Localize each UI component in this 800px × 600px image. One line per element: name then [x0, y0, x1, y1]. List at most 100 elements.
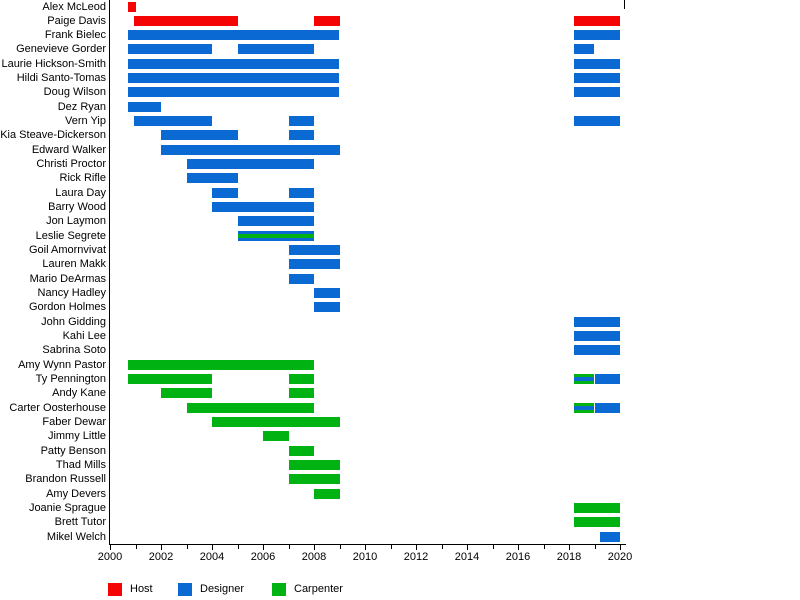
x-major-tick [263, 545, 264, 550]
row-label: Mikel Welch [46, 530, 106, 543]
timeline-bar-designer [237, 44, 314, 55]
bottom-spine [109, 544, 626, 545]
timeline-bar-host [128, 1, 136, 12]
timeline-bar-carpenter [263, 431, 289, 442]
row-label: Kahi Lee [62, 330, 106, 343]
timeline-bar-carpenter [288, 374, 314, 385]
row-label: Alex McLeod [42, 0, 106, 13]
row-label: Vern Yip [65, 115, 106, 128]
x-minor-tick [595, 545, 596, 549]
timeline-bar-designer [314, 302, 340, 313]
x-minor-tick [544, 545, 545, 549]
row-label: Genevieve Gorder [16, 43, 106, 56]
bar-stripe-designer [574, 377, 595, 382]
legend-label-host: Host [130, 583, 153, 595]
timeline-bar-carpenter [314, 488, 340, 499]
timeline-bar-designer [574, 116, 620, 127]
row-label: Christi Proctor [36, 158, 106, 171]
timeline-bar-designer [186, 173, 238, 184]
x-major-tick [365, 545, 366, 550]
timeline-bar-designer [574, 345, 620, 356]
row-label: Laurie Hickson-Smith [1, 57, 106, 70]
timeline-bar-designer [288, 187, 314, 198]
row-label: Patty Benson [40, 444, 106, 457]
row-label: Kia Steave-Dickerson [0, 129, 106, 142]
row-label: Andy Kane [52, 387, 106, 400]
x-minor-tick [340, 545, 341, 549]
x-tick-label: 2018 [556, 551, 582, 563]
timeline-bar-carpenter [574, 517, 620, 528]
x-major-tick [518, 545, 519, 550]
x-major-tick [569, 545, 570, 550]
timeline-bar-designer [212, 187, 238, 198]
row-label: Jimmy Little [47, 430, 106, 443]
timeline-bar-designer [128, 101, 161, 112]
timeline-bar-designer [128, 30, 340, 41]
x-minor-tick [493, 545, 494, 549]
row-label: Doug Wilson [43, 86, 106, 99]
timeline-bar-designer [161, 144, 340, 155]
row-label: Paige Davis [47, 14, 106, 27]
timeline-bar-designer [574, 44, 595, 55]
row-label: Amy Wynn Pastor [18, 358, 106, 371]
timeline-bar-host [574, 15, 620, 26]
x-tick-label: 2012 [403, 551, 429, 563]
timeline-bar-carpenter [161, 388, 212, 399]
row-label: Leslie Segrete [35, 229, 106, 242]
timeline-bar-designer [161, 130, 238, 141]
x-tick-label: 2006 [250, 551, 276, 563]
row-label: Lauren Makk [42, 258, 106, 271]
row-label: Goil Amornvivat [28, 244, 106, 257]
timeline-bar-carpenter [128, 359, 314, 370]
x-tick-label: 2014 [454, 551, 480, 563]
x-tick-label: 2020 [607, 551, 633, 563]
row-label: Rick Rifle [59, 172, 106, 185]
row-label: Brandon Russell [25, 473, 106, 486]
x-tick-label: 2002 [148, 551, 174, 563]
x-major-tick [314, 545, 315, 550]
x-minor-tick [442, 545, 443, 549]
x-tick-label: 2008 [301, 551, 327, 563]
legend-label-carpenter: Carpenter [294, 583, 343, 595]
timeline-bar-designer [314, 288, 340, 299]
row-label: Faber Dewar [42, 416, 106, 429]
x-tick-label: 2016 [505, 551, 531, 563]
timeline-bar-designer [237, 230, 314, 241]
timeline-bar-carpenter [128, 374, 212, 385]
bar-stripe-designer [574, 405, 595, 410]
x-minor-tick [289, 545, 290, 549]
timeline-bar-designer [237, 216, 314, 227]
row-label: Dez Ryan [57, 100, 106, 113]
row-label: Edward Walker [31, 143, 106, 156]
timeline-bar-carpenter [288, 388, 314, 399]
timeline-bar-designer [574, 58, 620, 69]
timeline-bar-designer [288, 245, 340, 256]
timeline-bar-carpenter [574, 503, 620, 514]
timeline-bar-designer [288, 273, 314, 284]
row-label: Barry Wood [48, 201, 106, 214]
row-label: Thad Mills [55, 459, 106, 472]
timeline-bar-carpenter [186, 402, 314, 413]
row-label: Ty Pennington [35, 373, 106, 386]
legend-swatch-carpenter [272, 583, 286, 596]
row-label: John Gidding [41, 315, 106, 328]
x-minor-tick [238, 545, 239, 549]
x-tick-label: 2010 [352, 551, 378, 563]
timeline-bar-designer [574, 73, 620, 84]
timeline-bar-host [134, 15, 239, 26]
x-major-tick [416, 545, 417, 550]
timeline-bar-carpenter [288, 445, 314, 456]
row-label: Carter Oosterhouse [9, 401, 106, 414]
legend-swatch-host [108, 583, 122, 596]
x-major-tick [620, 545, 621, 550]
timeline-bar-designer [574, 30, 620, 41]
timeline-bar-designer [288, 130, 314, 141]
timeline-bar-designer [128, 73, 340, 84]
right-spine-fragment [624, 0, 625, 9]
timeline-bar-designer [128, 87, 340, 98]
timeline-bar-carpenter [288, 474, 340, 485]
legend-label-designer: Designer [200, 583, 245, 595]
row-label: Gordon Holmes [28, 301, 106, 314]
x-major-tick [161, 545, 162, 550]
